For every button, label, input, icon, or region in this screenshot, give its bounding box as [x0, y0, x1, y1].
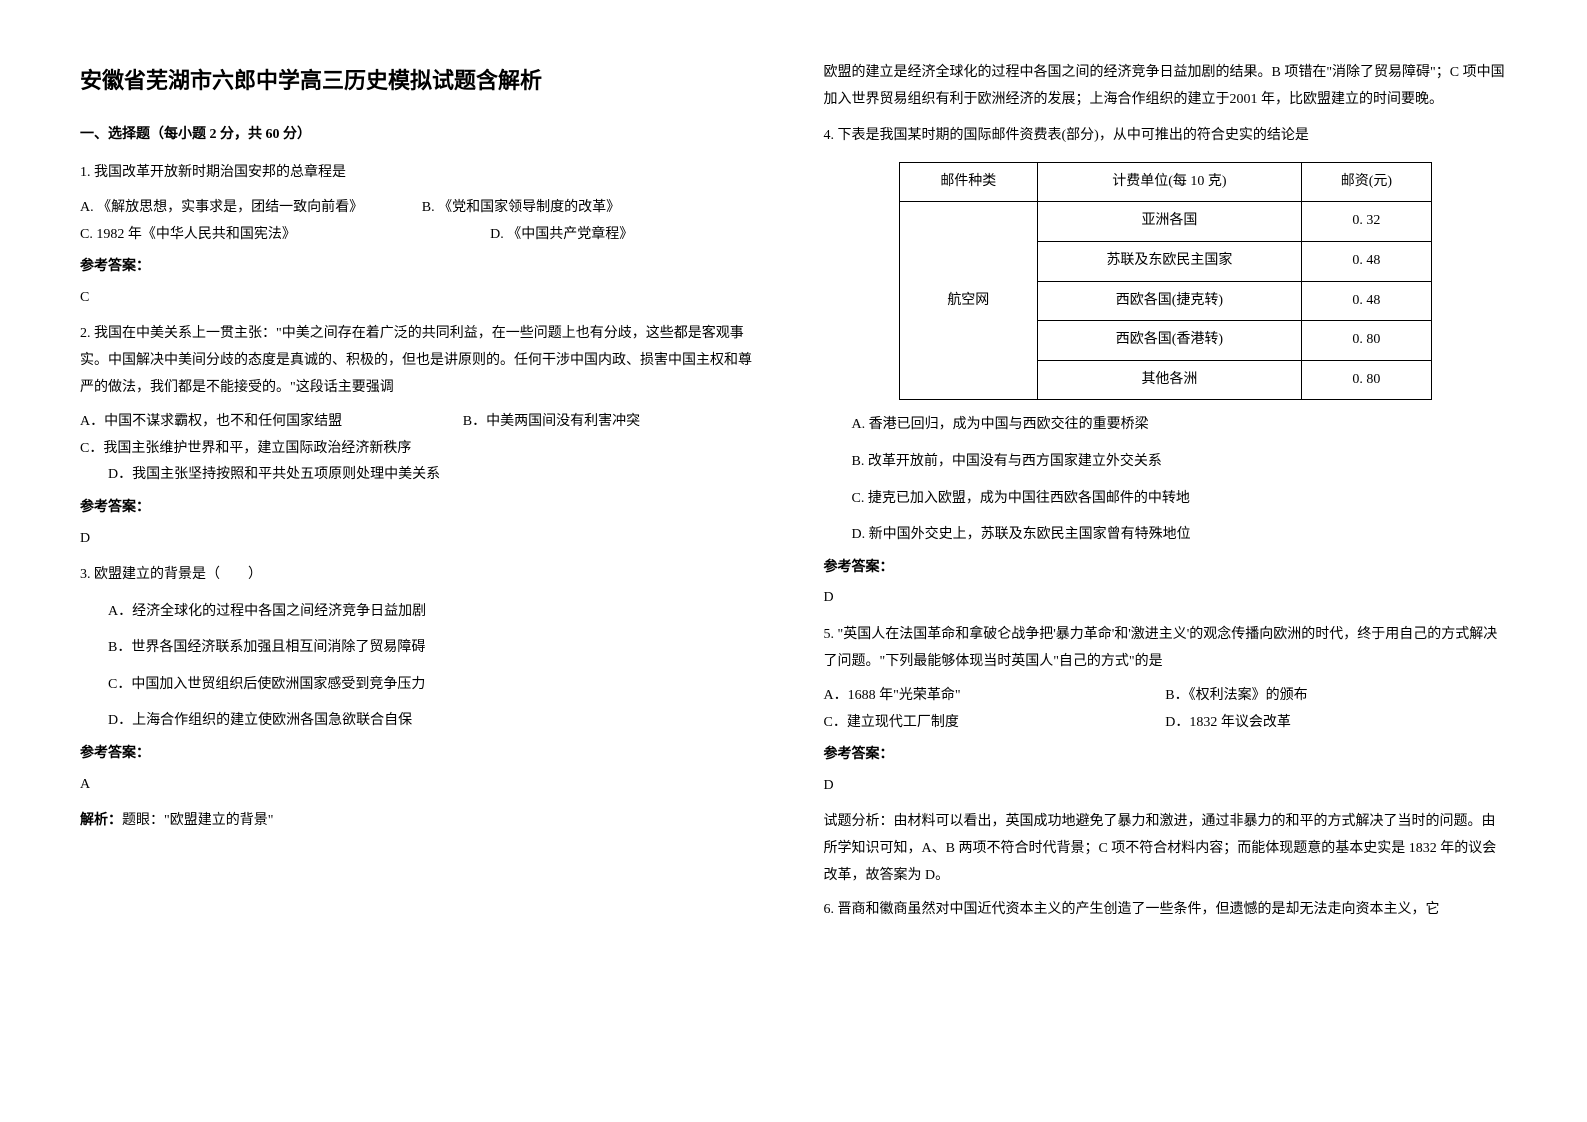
q3-stem: 3. 欧盟建立的背景是（ ）	[80, 562, 764, 589]
q6-stem: 6. 晋商和徽商虽然对中国近代资本主义的产生创造了一些条件，但遗憾的是却无法走向…	[824, 897, 1508, 924]
q3-answer-label: 参考答案：	[80, 741, 764, 768]
q4-answer-label: 参考答案：	[824, 555, 1508, 582]
q2-option-b: B．中美两国间没有利害冲突	[463, 409, 764, 436]
table-cell: 0. 80	[1301, 321, 1431, 361]
q3-analysis-label: 解析：	[80, 813, 122, 828]
q5-option-b: B．《权利法案》的颁布	[1165, 683, 1507, 710]
q5-options-row2: C．建立现代工厂制度 D．1832 年议会改革	[824, 710, 1508, 737]
postal-table: 邮件种类 计费单位(每 10 克) 邮资(元) 航空网 亚洲各国 0. 32 苏…	[899, 162, 1432, 401]
right-column: 欧盟的建立是经济全球化的过程中各国之间的经济竞争日益加剧的结果。B 项错在"消除…	[794, 60, 1538, 1062]
q1-option-b: B. 《党和国家领导制度的改革》	[422, 195, 764, 222]
q5-options-row1: A．1688 年"光荣革命" B．《权利法案》的颁布	[824, 683, 1508, 710]
table-cell: 西欧各国(捷克转)	[1037, 281, 1301, 321]
q1-option-a: A. 《解放思想，实事求是，团结一致向前看》	[80, 195, 422, 222]
q4-answer: D	[824, 585, 1508, 612]
table-cell: 0. 48	[1301, 281, 1431, 321]
q4-stem: 4. 下表是我国某时期的国际邮件资费表(部分)，从中可推出的符合史实的结论是	[824, 123, 1508, 150]
q3-option-d: D．上海合作组织的建立使欧洲各国急欲联合自保	[80, 708, 764, 735]
q5-stem: 5. "英国人在法国革命和拿破仑战争把'暴力革命'和'激进主义'的观念传播向欧洲…	[824, 622, 1508, 675]
table-header: 邮资(元)	[1301, 162, 1431, 202]
q1-option-c: C. 1982 年《中华人民共和国宪法》	[80, 222, 490, 249]
q5-answer: D	[824, 773, 1508, 800]
table-cell: 其他各洲	[1037, 360, 1301, 400]
doc-title: 安徽省芜湖市六郎中学高三历史模拟试题含解析	[80, 60, 764, 102]
q3-answer: A	[80, 772, 764, 799]
table-cell: 0. 48	[1301, 241, 1431, 281]
q1-option-d: D. 《中国共产党章程》	[490, 222, 763, 249]
q5-analysis: 试题分析：由材料可以看出，英国成功地避免了暴力和激进，通过非暴力的和平的方式解决…	[824, 809, 1508, 889]
table-cell: 西欧各国(香港转)	[1037, 321, 1301, 361]
q2-stem: 2. 我国在中美关系上一贯主张："中美之间存在着广泛的共同利益，在一些问题上也有…	[80, 321, 764, 401]
q4-option-b: B. 改革开放前，中国没有与西方国家建立外交关系	[824, 449, 1508, 476]
q1-answer: C	[80, 285, 764, 312]
q1-options-row1: A. 《解放思想，实事求是，团结一致向前看》 B. 《党和国家领导制度的改革》	[80, 195, 764, 222]
q5-option-a: A．1688 年"光荣革命"	[824, 683, 1166, 710]
q4-option-d: D. 新中国外交史上，苏联及东欧民主国家曾有特殊地位	[824, 522, 1508, 549]
q4-option-a: A. 香港已回归，成为中国与西欧交往的重要桥梁	[824, 412, 1508, 439]
q5-option-d: D．1832 年议会改革	[1165, 710, 1507, 737]
table-header-row: 邮件种类 计费单位(每 10 克) 邮资(元)	[899, 162, 1431, 202]
q4-option-c: C. 捷克已加入欧盟，成为中国往西欧各国邮件的中转地	[824, 486, 1508, 513]
q2-answer-label: 参考答案：	[80, 495, 764, 522]
table-cell: 苏联及东欧民主国家	[1037, 241, 1301, 281]
q1-stem: 1. 我国改革开放新时期治国安邦的总章程是	[80, 160, 764, 187]
q1-options-row2: C. 1982 年《中华人民共和国宪法》 D. 《中国共产党章程》	[80, 222, 764, 249]
q1-answer-label: 参考答案：	[80, 254, 764, 281]
table-cell-category: 航空网	[899, 202, 1037, 400]
q2-options-row1: A．中国不谋求霸权，也不和任何国家结盟 B．中美两国间没有利害冲突	[80, 409, 764, 436]
table-cell: 0. 32	[1301, 202, 1431, 242]
q2-option-a: A．中国不谋求霸权，也不和任何国家结盟	[80, 409, 463, 436]
q2-answer: D	[80, 526, 764, 553]
table-cell: 0. 80	[1301, 360, 1431, 400]
q3-option-c: C．中国加入世贸组织后使欧洲国家感受到竞争压力	[80, 672, 764, 699]
q2-option-c: C．我国主张维护世界和平，建立国际政治经济新秩序	[80, 436, 764, 463]
section-heading: 一、选择题（每小题 2 分，共 60 分）	[80, 122, 764, 149]
q3-option-a: A．经济全球化的过程中各国之间经济竞争日益加剧	[80, 599, 764, 626]
q2-option-d: D．我国主张坚持按照和平共处五项原则处理中美关系	[80, 462, 764, 489]
table-header: 计费单位(每 10 克)	[1037, 162, 1301, 202]
q3-option-b: B．世界各国经济联系加强且相互间消除了贸易障碍	[80, 635, 764, 662]
table-row: 航空网 亚洲各国 0. 32	[899, 202, 1431, 242]
table-header: 邮件种类	[899, 162, 1037, 202]
q5-answer-label: 参考答案：	[824, 742, 1508, 769]
q3-analysis-text: 题眼："欧盟建立的背景"	[122, 813, 273, 828]
left-column: 安徽省芜湖市六郎中学高三历史模拟试题含解析 一、选择题（每小题 2 分，共 60…	[50, 60, 794, 1062]
q5-option-c: C．建立现代工厂制度	[824, 710, 1166, 737]
q3-analysis: 解析：题眼："欧盟建立的背景"	[80, 808, 764, 835]
table-cell: 亚洲各国	[1037, 202, 1301, 242]
q3-analysis-cont: 欧盟的建立是经济全球化的过程中各国之间的经济竞争日益加剧的结果。B 项错在"消除…	[824, 60, 1508, 113]
